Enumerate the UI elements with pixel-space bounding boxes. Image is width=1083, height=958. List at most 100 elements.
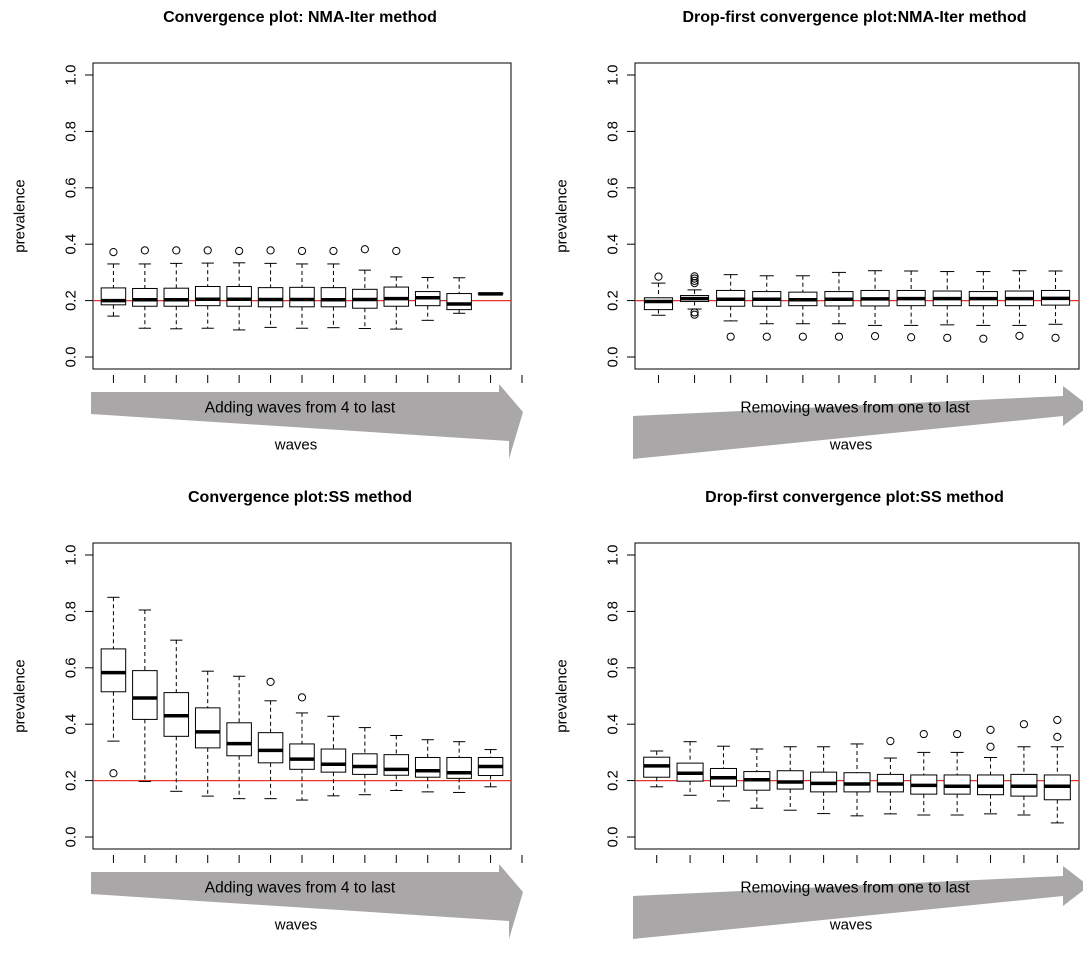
- y-tick-label: 0.8: [63, 121, 80, 142]
- arrow-label: Adding waves from 4 to last: [205, 400, 396, 417]
- y-tick-label: 0.6: [63, 177, 80, 198]
- outlier-point: [392, 246, 401, 256]
- y-tick-label: 0.6: [605, 177, 622, 198]
- arrow-label: Removing waves from one to last: [740, 880, 970, 897]
- box-group: [968, 271, 998, 343]
- chart-title: Drop-first convergence plot:NMA-Iter met…: [682, 9, 1027, 26]
- outlier-point: [266, 246, 275, 255]
- boxplot-svg: 0.0 0.2 0.4 0.6 0.8 1.0 prevalence Removing wav…: [554, 542, 1083, 939]
- outlier-point: [172, 246, 181, 255]
- y-tick-label: 1.0: [63, 65, 80, 86]
- y-tick-label: 1.0: [63, 545, 80, 566]
- arrow-label: Removing waves from one to last: [740, 400, 970, 417]
- box-body: [320, 287, 347, 308]
- box-group: [477, 292, 504, 296]
- box-group: [352, 245, 378, 330]
- box-group: [843, 743, 871, 817]
- box-group: [788, 275, 818, 341]
- box-body: [257, 287, 284, 308]
- box-group: [679, 272, 710, 319]
- box-body: [289, 743, 315, 770]
- plot-frame: [92, 542, 512, 850]
- outlier-point: [907, 333, 916, 342]
- outlier-point: [297, 693, 307, 702]
- outlier-point: [762, 332, 771, 341]
- outlier-point: [329, 246, 338, 256]
- box-body: [414, 756, 441, 778]
- box-group: [414, 276, 441, 321]
- box-group: [1004, 270, 1035, 340]
- plot-frame: [634, 62, 1080, 370]
- box-body: [289, 286, 315, 308]
- y-axis-label: prevalence: [554, 659, 571, 732]
- outlier-point: [140, 246, 149, 255]
- outlier-point: [886, 737, 895, 746]
- box-body: [257, 732, 284, 764]
- box-group: [100, 596, 127, 778]
- y-tick-label: 0.2: [63, 770, 80, 791]
- box-group: [257, 677, 284, 800]
- outlier-point: [870, 332, 880, 341]
- box-group: [643, 750, 671, 788]
- box-group: [226, 675, 252, 800]
- box-group: [132, 609, 158, 782]
- outlier-point: [235, 246, 244, 256]
- box-group: [776, 746, 804, 811]
- y-axis-label: prevalence: [12, 659, 29, 732]
- x-axis-label: waves: [829, 437, 873, 454]
- outlier-point: [654, 272, 663, 281]
- plot-frame: [634, 542, 1080, 850]
- box-body: [776, 770, 804, 790]
- box-body: [100, 648, 127, 693]
- y-tick-label: 0.0: [605, 827, 622, 848]
- box-group: [876, 737, 904, 815]
- y-tick-label: 0.0: [63, 347, 80, 368]
- box-group: [163, 639, 190, 792]
- y-tick-label: 0.2: [605, 770, 622, 791]
- box-group: [932, 271, 962, 342]
- y-axis-label: prevalence: [554, 179, 571, 252]
- box-group: [824, 271, 854, 341]
- box-group: [1010, 720, 1038, 816]
- box-group: [194, 670, 221, 797]
- box-group: [194, 246, 221, 329]
- box-group: [289, 246, 315, 329]
- box-body: [320, 748, 347, 773]
- box-group: [977, 725, 1005, 815]
- box-group: [716, 274, 746, 341]
- box-group: [1043, 715, 1071, 824]
- box-body: [163, 287, 190, 307]
- boxplot-svg: 0.0 0.2 0.4 0.6 0.8 1.0 prevalence Adding waves…: [12, 62, 523, 459]
- outlier-point: [1051, 333, 1060, 342]
- plot-frame: [92, 62, 512, 370]
- boxplot-svg: 0.0 0.2 0.4 0.6 0.8 1.0 prevalence Removing wav…: [554, 62, 1083, 459]
- outlier-point: [266, 677, 275, 686]
- outlier-point: [834, 332, 844, 341]
- y-tick-label: 0.8: [605, 121, 622, 142]
- outlier-point: [690, 276, 699, 285]
- outlier-point: [1015, 331, 1024, 340]
- y-tick-label: 0.6: [63, 657, 80, 678]
- y-tick-label: 0.6: [605, 657, 622, 678]
- box-group: [676, 741, 704, 796]
- chart-panel-convergence-ss: Convergence plot:SS method 0.0 0.2 0.4 0.6 0…: [0, 480, 540, 958]
- direction-arrow: [633, 386, 1083, 459]
- y-tick-label: 0.2: [63, 290, 80, 311]
- box-body: [383, 754, 410, 776]
- box-group: [383, 246, 410, 330]
- box-group: [752, 275, 782, 341]
- y-tick-label: 0.8: [605, 601, 622, 622]
- direction-arrow: [91, 864, 523, 939]
- outlier-point: [1019, 720, 1029, 729]
- box-group: [320, 715, 347, 797]
- y-tick-label: 0.4: [605, 234, 622, 255]
- box-group: [477, 749, 504, 788]
- y-tick-label: 0.8: [63, 601, 80, 622]
- outlier-point: [979, 334, 988, 343]
- chart-title: Convergence plot:SS method: [187, 489, 413, 506]
- outlier-point: [943, 333, 952, 342]
- outlier-point: [203, 246, 212, 255]
- outlier-point: [297, 246, 307, 256]
- box-group: [383, 734, 410, 791]
- y-tick-label: 0.2: [605, 290, 622, 311]
